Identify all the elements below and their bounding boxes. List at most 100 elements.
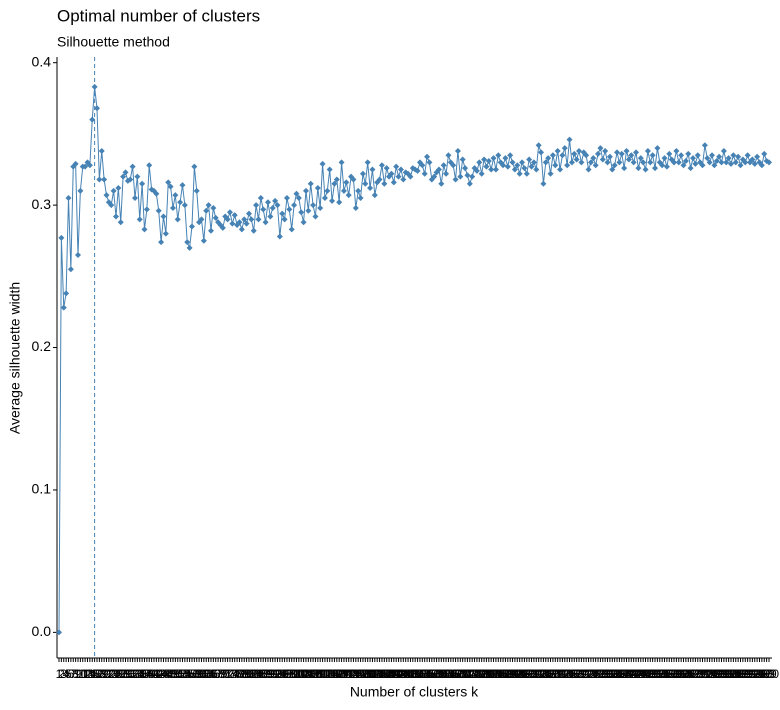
x-tick-label: 69 — [214, 667, 228, 681]
x-tick-label: 49 — [166, 667, 180, 681]
x-tick-label: 164 — [436, 667, 456, 681]
x-tick-label: 5 — [65, 667, 72, 681]
point — [300, 219, 307, 226]
point — [462, 165, 469, 172]
x-tick-label: 294 — [745, 667, 765, 681]
x-tick-label: 104 — [294, 667, 314, 681]
x-tick-label: 136 — [370, 667, 390, 681]
point — [250, 227, 257, 234]
x-tick-label: 95 — [276, 667, 290, 681]
x-tick-label: 219 — [567, 667, 587, 681]
x-tick-label: 152 — [408, 667, 428, 681]
x-tick-label: 120 — [332, 667, 352, 681]
x-tick-label: 102 — [289, 667, 309, 681]
x-tick-label: 283 — [719, 667, 739, 681]
point — [357, 194, 364, 201]
x-tick-label: 91 — [266, 667, 280, 681]
x-tick-label: 16 — [88, 667, 102, 681]
point — [179, 182, 186, 189]
x-tick-label: 196 — [512, 667, 532, 681]
point — [136, 216, 143, 223]
point — [732, 159, 739, 166]
point — [528, 163, 535, 170]
x-tick-label: 183 — [481, 667, 501, 681]
x-tick-label: 300 — [759, 667, 779, 681]
point — [557, 166, 564, 173]
chart-title: Optimal number of clusters — [57, 6, 260, 25]
x-tick-label: 284 — [721, 667, 741, 681]
x-tick-label: 214 — [555, 667, 575, 681]
point — [291, 202, 298, 209]
x-tick-label: 171 — [453, 667, 473, 681]
x-tick-label: 203 — [529, 667, 549, 681]
x-tick-label: 118 — [327, 667, 346, 681]
x-tick-label: 121 — [334, 667, 354, 681]
x-tick-label: 122 — [336, 667, 356, 681]
x-tick-label: 17 — [90, 667, 104, 681]
x-tick-label: 273 — [695, 667, 715, 681]
point — [324, 187, 331, 194]
x-tick-label: 280 — [711, 667, 731, 681]
x-tick-label: 14 — [83, 667, 97, 681]
point — [186, 244, 193, 251]
point — [146, 162, 153, 169]
x-tick-label: 178 — [469, 667, 489, 681]
x-tick-label: 39 — [143, 667, 157, 681]
x-tick-label: 90 — [264, 667, 278, 681]
point — [637, 155, 644, 162]
point — [621, 165, 628, 172]
point — [181, 202, 188, 209]
point — [226, 209, 233, 216]
x-tick-label: 211 — [548, 667, 567, 681]
x-tick-label: 135 — [367, 667, 387, 681]
x-tick-label: 154 — [412, 667, 432, 681]
point — [644, 147, 651, 154]
x-tick-label: 177 — [467, 667, 487, 681]
point — [514, 162, 521, 169]
point — [229, 220, 236, 227]
x-tick-label: 3 — [60, 667, 67, 681]
point — [720, 147, 727, 154]
x-tick-label: 74 — [226, 667, 240, 681]
x-tick-label: 131 — [358, 667, 378, 681]
point — [127, 176, 134, 183]
point — [281, 216, 288, 223]
x-tick-label: 264 — [673, 667, 693, 681]
x-tick-label: 174 — [460, 667, 480, 681]
point — [604, 159, 611, 166]
x-tick-label: 228 — [588, 667, 608, 681]
point — [143, 206, 150, 213]
x-tick-label: 185 — [486, 667, 506, 681]
x-tick-label: 23 — [105, 667, 119, 681]
point — [200, 237, 207, 244]
x-tick-label: 111 — [311, 667, 330, 681]
point — [495, 152, 502, 159]
x-tick-label: 169 — [448, 667, 468, 681]
x-tick-label: 34 — [131, 667, 145, 681]
x-tick-label: 28 — [116, 667, 130, 681]
point — [293, 190, 300, 197]
x-tick-label: 221 — [571, 667, 591, 681]
point — [236, 219, 243, 226]
point — [618, 150, 625, 157]
x-tick-label: 99 — [285, 667, 299, 681]
x-tick-label: 142 — [384, 667, 404, 681]
x-tick-label: 181 — [476, 667, 496, 681]
x-tick-label: 72 — [221, 667, 235, 681]
x-tick-label: 100 — [284, 667, 304, 681]
point — [519, 159, 526, 166]
point — [606, 153, 613, 160]
x-tick-label: 1 — [56, 667, 63, 681]
point — [466, 180, 473, 187]
x-tick-label: 41 — [147, 667, 161, 681]
point — [611, 162, 618, 169]
x-tick-label: 127 — [348, 667, 368, 681]
point — [761, 150, 768, 157]
point — [321, 194, 328, 201]
point — [549, 152, 556, 159]
point — [735, 153, 742, 160]
point — [435, 166, 442, 173]
x-tick-label: 141 — [381, 667, 401, 681]
x-tick-label: 191 — [500, 667, 520, 681]
point — [174, 216, 181, 223]
